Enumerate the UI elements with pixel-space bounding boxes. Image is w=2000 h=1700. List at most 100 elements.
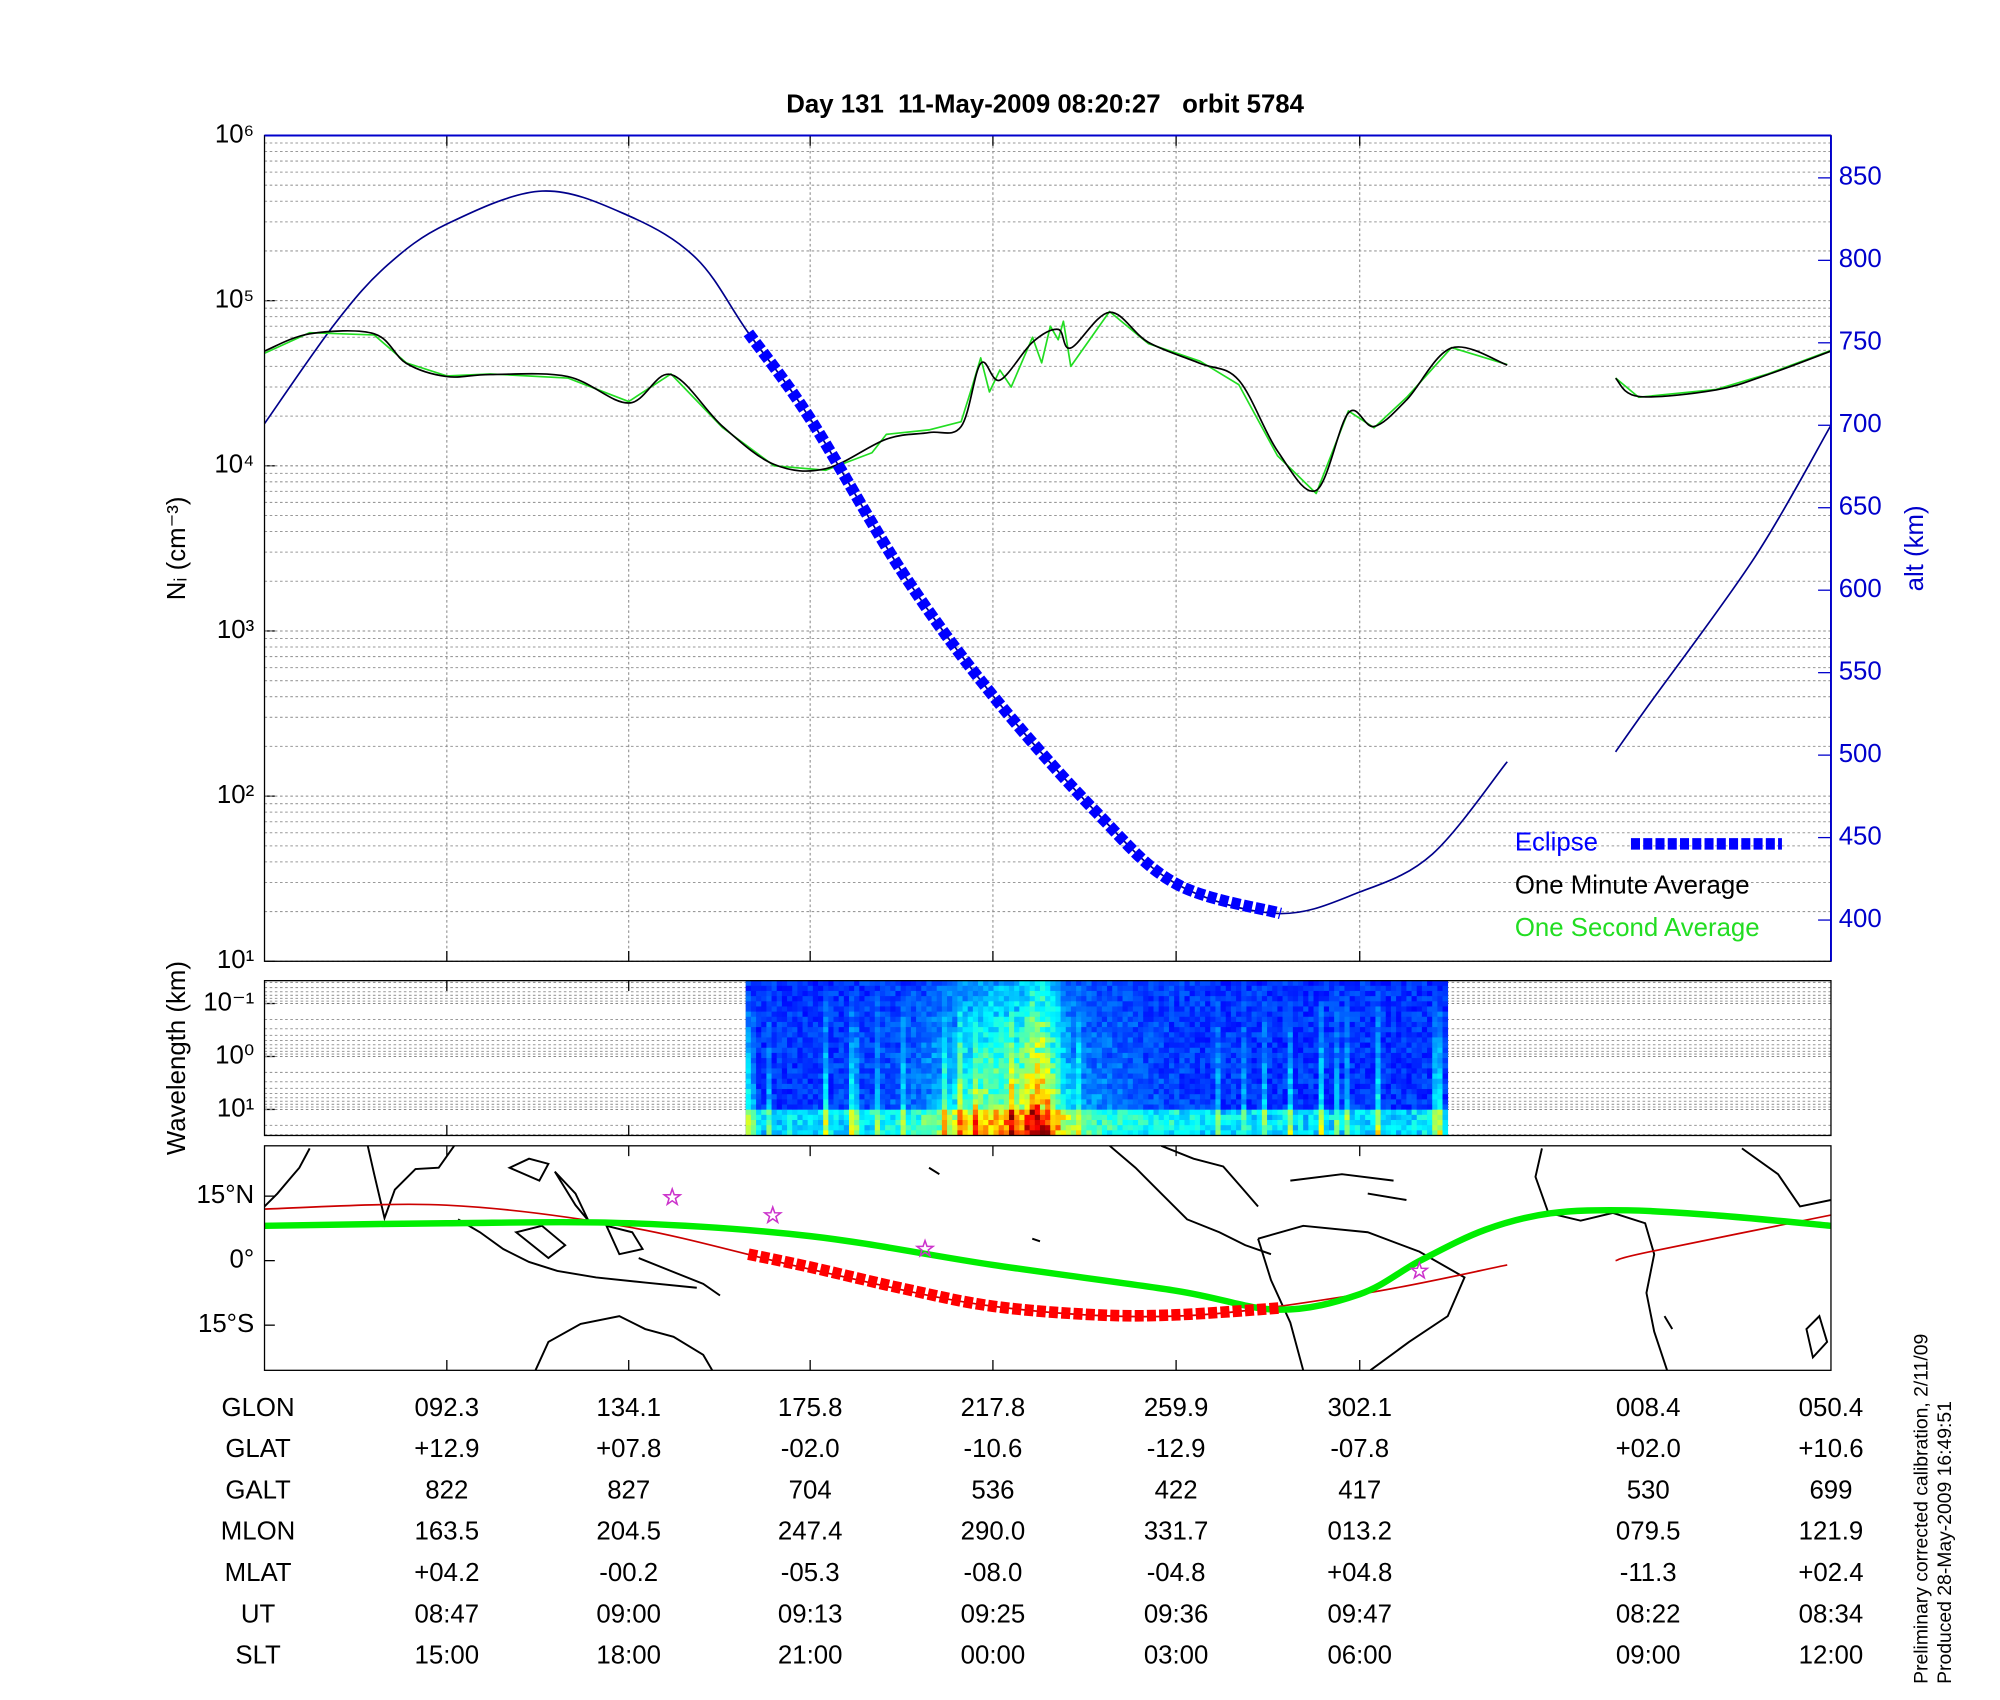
spectrogram-cell (1416, 1006, 1423, 1012)
spectrogram-cell (1256, 996, 1263, 1002)
spectrogram-cell (1076, 1114, 1082, 1121)
spectrogram-cell (910, 1073, 917, 1080)
spectrogram-cell (776, 1011, 783, 1018)
spectrogram-cell (1432, 1083, 1438, 1090)
spectrogram-cell (802, 1078, 809, 1085)
spectrogram-cell (1184, 1006, 1191, 1012)
spectrogram-cell (1034, 1083, 1041, 1090)
spectrogram-cell (818, 1047, 824, 1054)
spectrogram-cell (1303, 1104, 1309, 1111)
spectrogram-cell (1143, 1104, 1149, 1111)
spectrogram-cell (823, 1001, 829, 1007)
spectrogram-cell (1065, 1001, 1072, 1007)
spectrogram-cell (1138, 1032, 1144, 1038)
spectrogram-cell (1210, 1032, 1216, 1038)
spectrogram-cell (1390, 1011, 1397, 1018)
spectrogram-cell (1138, 1021, 1144, 1028)
spectrogram-cell (1138, 990, 1144, 997)
spectrogram-cell (1287, 1016, 1294, 1023)
spectrogram-cell (1225, 1058, 1232, 1064)
spectrogram-cell (807, 1094, 814, 1100)
spectrogram-cell (787, 1078, 793, 1085)
spectrogram-cell (1323, 1089, 1330, 1095)
spectrogram-cell (1143, 1021, 1149, 1028)
spectrogram-cell (1215, 1063, 1221, 1069)
spectrogram-cell (1354, 985, 1361, 992)
spectrogram-cell (900, 1047, 907, 1054)
spectrogram-cell (1014, 985, 1020, 992)
spectrogram-cell (1039, 980, 1046, 987)
spectrogram-cell (1014, 1063, 1020, 1069)
spectrogram-cell (905, 1104, 912, 1111)
spectrogram-cell (1272, 980, 1278, 987)
spectrogram-cell (1256, 1011, 1263, 1018)
spectrogram-cell (787, 980, 793, 987)
spectrogram-cell (1091, 1109, 1098, 1116)
spectrogram-cell (1174, 1027, 1180, 1033)
spectrogram-cell (962, 1120, 969, 1126)
spectrogram-cell (1117, 1058, 1123, 1064)
spectrogram-cell (1365, 1130, 1371, 1136)
spectrogram-cell (833, 1099, 840, 1105)
spectrogram-cell (1437, 1032, 1443, 1038)
spectrogram-cell (1241, 1109, 1247, 1116)
spectrogram-cell (1112, 1120, 1118, 1126)
spectrogram-cell (1179, 985, 1185, 992)
spectrogram-cell (874, 1047, 881, 1054)
spectrogram-cell (1014, 1021, 1020, 1028)
spectrogram-cell (993, 1099, 1000, 1105)
spectrogram-cell (838, 1083, 845, 1090)
spectrogram-cell (957, 1114, 963, 1121)
spectrogram-cell (1282, 1089, 1289, 1095)
spectrogram-cell (756, 1109, 762, 1116)
spectrogram-cell (812, 1109, 819, 1116)
spectrogram-cell (1065, 1011, 1072, 1018)
spectrogram-cell (1174, 1058, 1180, 1064)
spectrogram-cell (947, 1052, 953, 1059)
spectrogram-cell (781, 1016, 788, 1023)
spectrogram-cell (1127, 1120, 1134, 1126)
spectrogram-cell (1101, 1058, 1108, 1064)
spectrogram-cell (1344, 1120, 1351, 1126)
spectrogram-cell (1365, 1058, 1371, 1064)
spectrogram-cell (1184, 1094, 1191, 1100)
spectrogram-cell (941, 1068, 948, 1074)
spectrogram-cell (1179, 1089, 1185, 1095)
spectrogram-cell (941, 1109, 948, 1116)
spectrogram-cell (1210, 1104, 1216, 1111)
spectrogram-cell (761, 1032, 767, 1038)
spectrogram-cell (750, 1083, 757, 1090)
spectrogram-cell (905, 1073, 912, 1080)
spectrogram-cell (1184, 1042, 1191, 1049)
spectrogram-cell (797, 1063, 803, 1069)
spectrogram-cell (1416, 1114, 1423, 1121)
spectrogram-cell (1385, 990, 1392, 997)
spectrogram-cell (1148, 990, 1154, 997)
spectrogram-cell (843, 1068, 850, 1074)
table-row-label: GLAT (225, 1435, 291, 1463)
spectrogram-cell (1127, 996, 1134, 1002)
spectrogram-cell (1359, 1083, 1366, 1090)
spectrogram-cell (1003, 980, 1010, 987)
spectrogram-cell (750, 1052, 757, 1059)
spectrogram-cell (1339, 985, 1345, 992)
spectrogram-cell (926, 1011, 932, 1018)
spectrogram-cell (1003, 1068, 1010, 1074)
spectrogram-cell (1390, 1032, 1397, 1038)
spectrogram-cell (1112, 996, 1118, 1002)
spectrogram-cell (1143, 1083, 1149, 1090)
spectrogram-cell (1189, 1068, 1196, 1074)
spectrogram-cell (874, 1042, 881, 1049)
spectrogram-cell (1328, 1099, 1335, 1105)
spectrogram-cell (1019, 1125, 1025, 1131)
spectrogram-cell (1107, 985, 1113, 992)
spectrogram-cell (1117, 980, 1123, 987)
spectrogram (745, 980, 1449, 1136)
spectrogram-cell (1277, 1063, 1283, 1069)
spectrogram-cell (1396, 1042, 1402, 1049)
spectrogram-cell (812, 1006, 819, 1012)
spectrogram-cell (807, 1068, 814, 1074)
spectrogram-cell (936, 1006, 943, 1012)
spectrogram-cell (1019, 1104, 1025, 1111)
spectrogram-cell (1303, 1094, 1309, 1100)
